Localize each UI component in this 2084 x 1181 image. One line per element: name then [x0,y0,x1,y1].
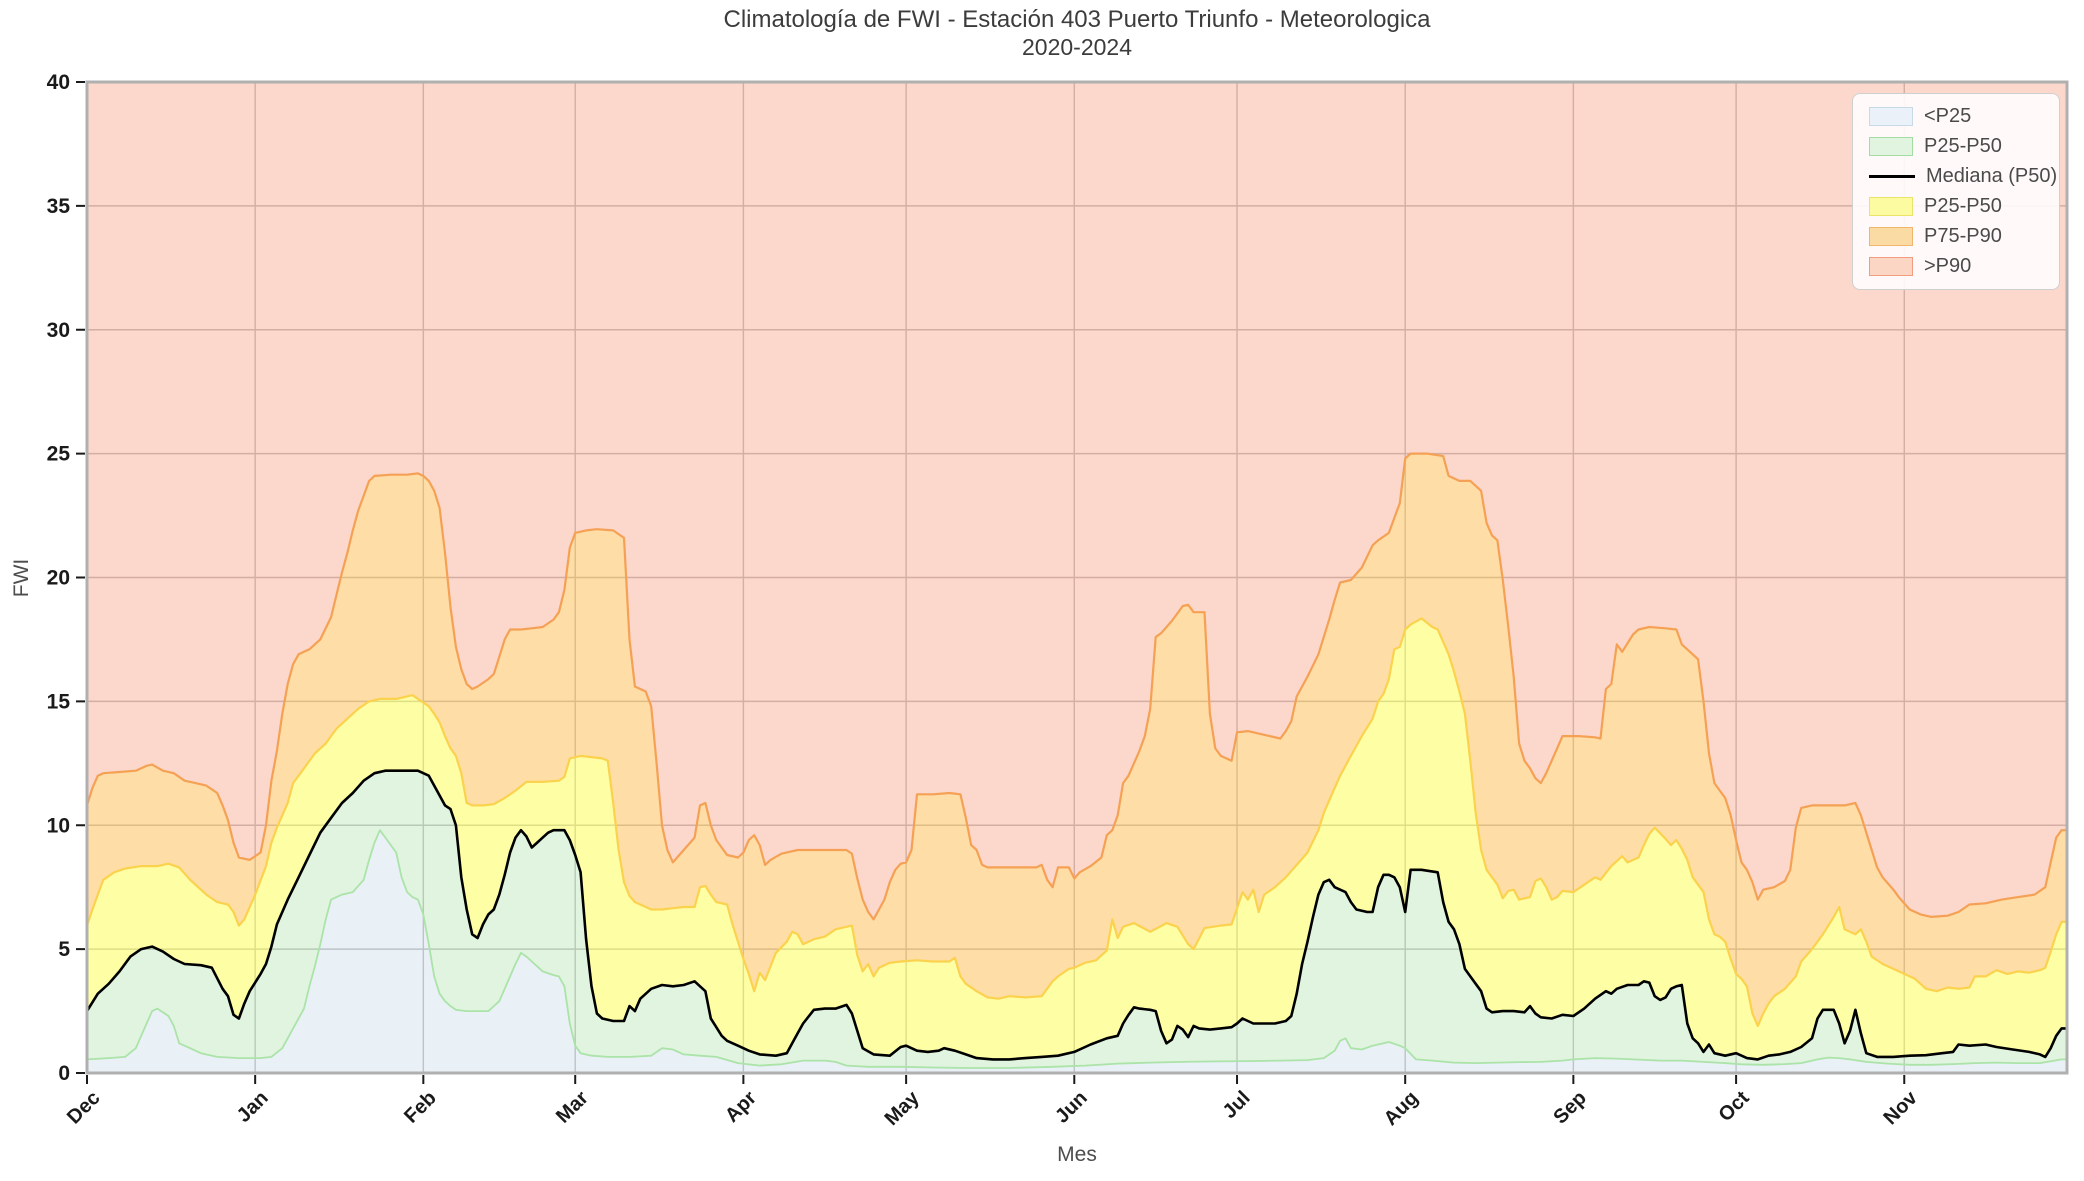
median-line [85,769,2067,1061]
legend-label: Mediana (P50) [1926,165,2058,188]
legend-label: P75-P90 [1924,224,2002,247]
p25-line [86,829,2067,1069]
y-tick-label: 10 [47,814,70,837]
y-tick-label: 25 [47,443,71,466]
legend-label: >P90 [1924,254,1972,277]
y-tick-label: 5 [58,938,70,961]
y-tick-label: 20 [47,567,70,590]
legend-swatch-icon [1869,196,1913,216]
plot-border [85,80,2069,1075]
legend: <P25 P25-P50 Mediana (P50) P25-P50 P75-P90 >P… [1852,93,2060,290]
band-below-p25 [87,830,2067,1073]
legend-label: P25-P50 [1924,135,2002,158]
y-tick-label: 35 [47,195,71,218]
band-above-p90 [87,82,2067,920]
legend-label: P25-P50 [1924,194,2002,217]
p90-line [85,452,2067,921]
p75-line [85,617,2067,1027]
legend-item-0: <P25 [1869,105,2059,128]
y-tick-label: 30 [47,319,70,342]
x-axis-label: Mes [1057,1143,1097,1166]
chart-title: Climatología de FWI - Estación 403 Puert… [723,6,1431,33]
chart-subtitle: 2020-2024 [1022,34,1132,60]
band-p75-p90 [87,453,2067,1026]
legend-swatch-icon [1869,107,1913,127]
legend-item-4: P75-P90 [1869,225,2059,248]
y-tick-label: 40 [47,71,70,94]
legend-item-2: Mediana (P50) [1869,165,2059,188]
legend-label: <P25 [1924,105,1972,128]
chart-title-block: Climatología de FWI - Estación 403 Puert… [70,6,2084,60]
band-p25-p50 [87,770,2067,1068]
legend-item-3: P25-P50 [1869,195,2059,218]
legend-item-5: >P90 [1869,255,2059,278]
legend-swatch-icon [1869,226,1913,246]
legend-item-1: P25-P50 [1869,135,2059,158]
legend-swatch-icon [1869,137,1913,157]
band-p50-p75 [87,618,2067,1060]
y-tick-label: 0 [58,1062,70,1085]
legend-swatch-icon [1869,256,1913,276]
y-tick-label: 15 [47,690,71,713]
y-axis-label: FWI [10,558,33,598]
legend-median-line-icon [1869,175,1915,179]
